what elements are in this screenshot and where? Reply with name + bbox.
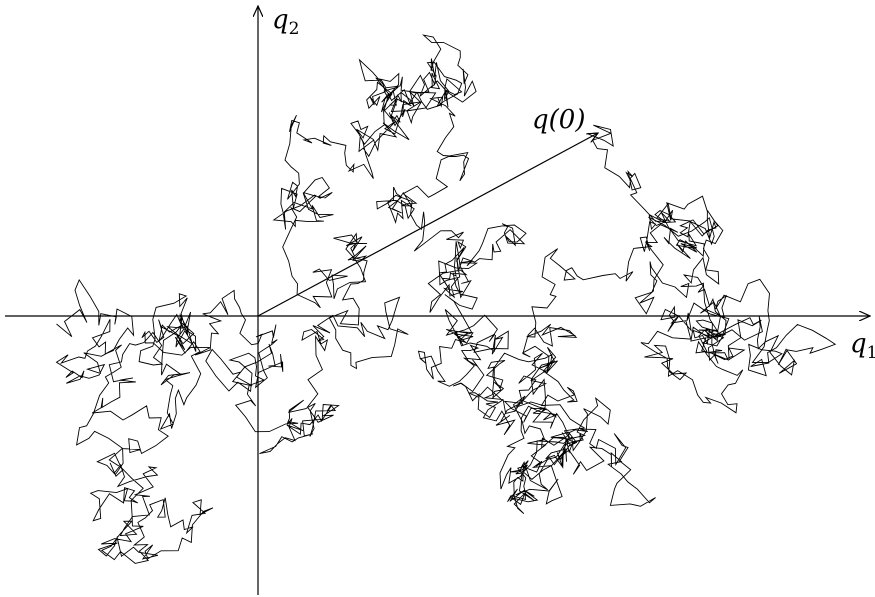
initial-vector: [257, 133, 598, 317]
path-trace: [55, 34, 837, 564]
q1-subscript: 1: [867, 343, 875, 363]
vector-label: q(0): [532, 105, 585, 135]
q2-label: q2: [272, 5, 299, 39]
q2-subscript: 2: [289, 19, 300, 39]
q1-label: q1: [850, 329, 875, 363]
q1-symbol: q: [850, 329, 867, 359]
brownian-path: [55, 34, 837, 564]
q2-symbol: q: [272, 5, 289, 35]
